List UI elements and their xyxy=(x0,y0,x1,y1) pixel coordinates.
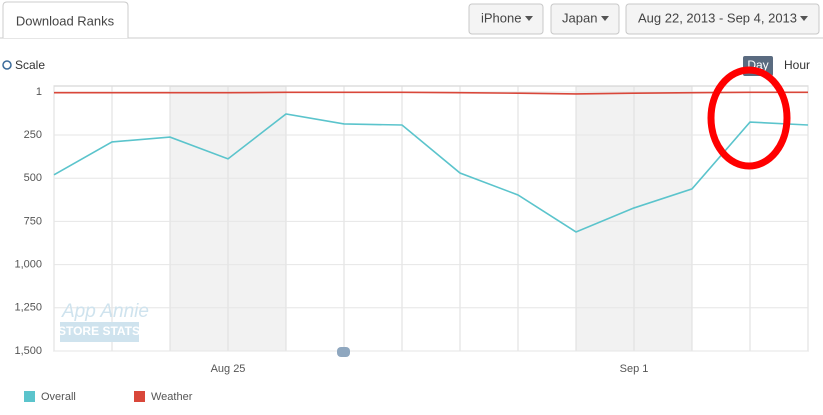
device-select[interactable] xyxy=(468,3,544,35)
caret xyxy=(525,16,533,21)
drag-handle[interactable] xyxy=(337,347,350,357)
caret xyxy=(800,16,808,21)
tab-box[interactable] xyxy=(2,1,129,38)
y-tick-label: 1,500 xyxy=(14,345,42,357)
device-label: iPhone xyxy=(481,10,521,25)
y-tick-label: 1,000 xyxy=(14,259,42,271)
series-line xyxy=(53,113,809,233)
scale-icon xyxy=(2,60,12,70)
y-tick-label: 750 xyxy=(24,215,42,227)
y-tick-label: 1 xyxy=(36,86,42,98)
watermark-box xyxy=(60,322,139,342)
y-tick-label: 1,250 xyxy=(14,302,42,314)
watermark: STORE STATS xyxy=(58,324,140,338)
x-tick-label: Aug 25 xyxy=(211,363,246,375)
plot-frame xyxy=(53,85,809,352)
legend-label: Overall xyxy=(41,391,76,403)
watermark: App Annie xyxy=(61,301,149,322)
y-tick-label: 250 xyxy=(24,129,42,141)
y-tick-label: 500 xyxy=(24,172,42,184)
country-label: Japan xyxy=(562,10,597,25)
x-tick-label: Sep 1 xyxy=(620,363,649,375)
series-line xyxy=(54,91,808,95)
legend-label: Weather xyxy=(151,391,193,403)
date-select[interactable] xyxy=(625,3,820,35)
date-label: Aug 22, 2013 - Sep 4, 2013 xyxy=(638,10,797,25)
country-select[interactable] xyxy=(550,3,620,35)
plot: Aug 25 Sep 1 1 250 500 750 1,000 1,250 1,500 xyxy=(14,85,809,375)
highlight-circle xyxy=(707,66,791,170)
scale-toggle[interactable]: Scale xyxy=(15,58,45,72)
caret xyxy=(601,16,609,21)
legend-swatch xyxy=(24,391,35,402)
tab[interactable]: Download Ranks xyxy=(16,13,115,28)
legend-swatch xyxy=(134,391,145,402)
hour-button[interactable]: Hour xyxy=(784,58,810,72)
